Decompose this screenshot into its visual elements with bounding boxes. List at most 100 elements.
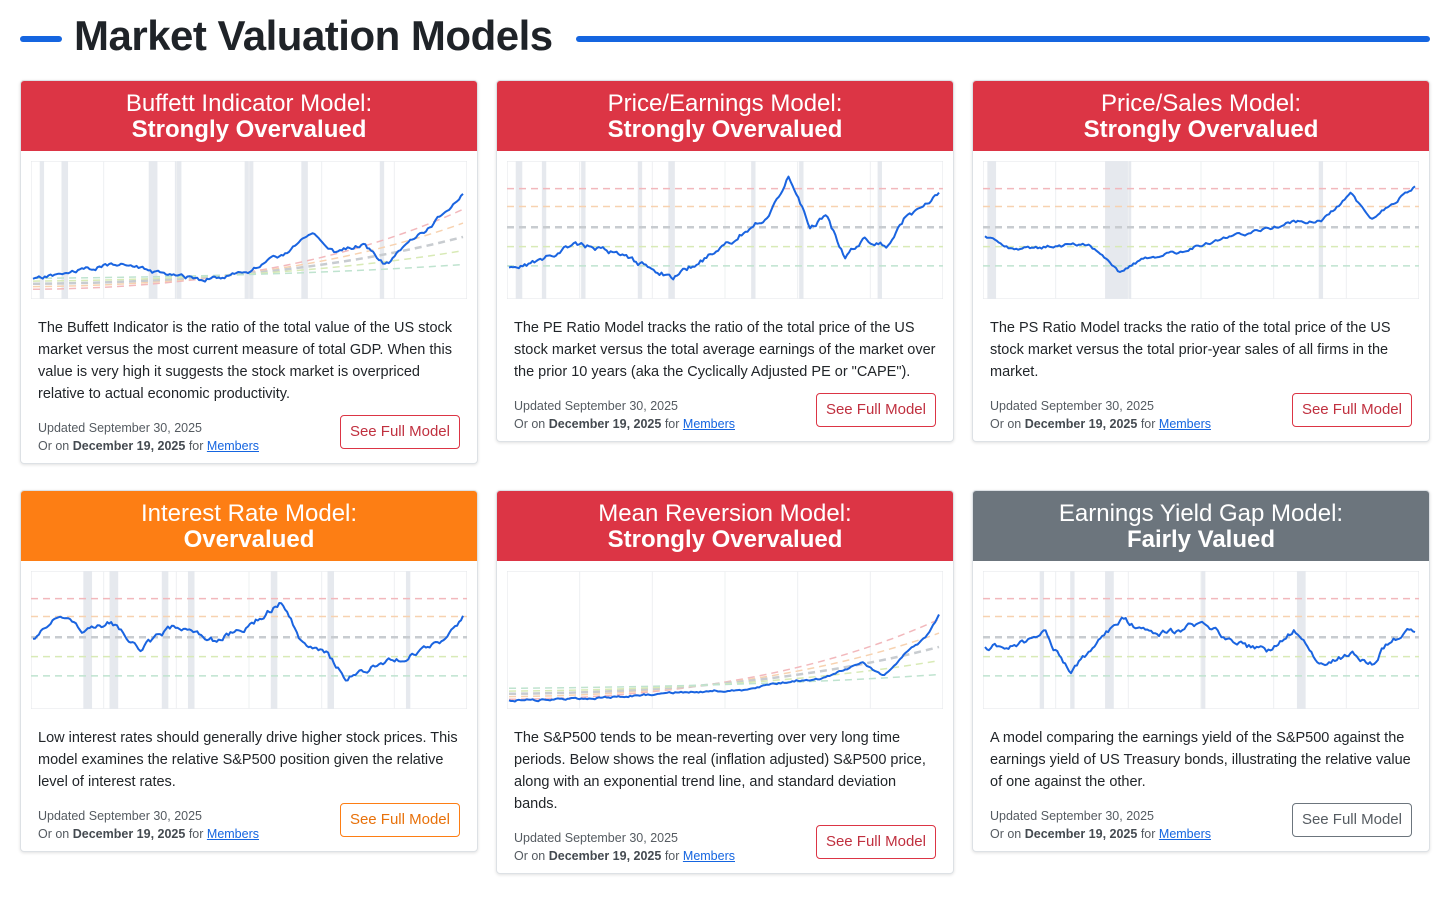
members-link[interactable]: Members	[682, 417, 735, 431]
model-description: A model comparing the earnings yield of …	[990, 730, 1411, 790]
recession-band	[39, 161, 45, 299]
deviation-band-line	[32, 208, 464, 291]
members-link[interactable]: Members	[1158, 827, 1211, 841]
title-divider-left	[20, 36, 62, 42]
model-card-interest-rate: Interest Rate Model: Overvalued Low inte…	[20, 490, 478, 852]
recession-band	[61, 161, 69, 299]
model-card-earnings-yield-gap: Earnings Yield Gap Model: Fairly Valued …	[972, 490, 1430, 852]
card-footer: Updated September 30, 2025 Or on Decembe…	[514, 825, 936, 873]
model-verdict: Overvalued	[183, 526, 315, 553]
see-full-model-button[interactable]: See Full Model	[815, 825, 936, 859]
members-date-line: Or on December 19, 2025 for Members	[990, 417, 1211, 431]
model-verdict: Strongly Overvalued	[131, 116, 367, 143]
see-full-model-button[interactable]: See Full Model	[1291, 393, 1412, 427]
recession-band	[1318, 161, 1324, 299]
members-date-line: Or on December 19, 2025 for Members	[38, 439, 259, 453]
model-verdict: Strongly Overvalued	[607, 526, 843, 553]
recession-band	[1070, 571, 1075, 709]
model-chart	[983, 571, 1419, 709]
recession-band	[877, 161, 882, 299]
model-card-mean-reversion: Mean Reversion Model: Strongly Overvalue…	[496, 490, 954, 874]
deviation-band-line	[32, 235, 464, 286]
updated-date: Updated September 30, 2025	[990, 399, 1155, 413]
valuation-series-line	[984, 616, 1416, 675]
model-description: The S&P500 tends to be mean-reverting ov…	[514, 730, 926, 812]
card-footer: Updated September 30, 2025 Or on Decembe…	[514, 393, 936, 441]
model-description: The PE Ratio Model tracks the ratio of t…	[514, 320, 936, 380]
recession-band	[161, 571, 169, 709]
updated-date: Updated September 30, 2025	[38, 809, 203, 823]
recession-band	[1039, 571, 1045, 709]
recession-band	[174, 161, 182, 299]
recession-band	[987, 161, 997, 299]
recession-band	[515, 161, 523, 299]
see-full-model-button[interactable]: See Full Model	[815, 393, 936, 427]
recession-band	[1201, 571, 1206, 709]
valuation-series-line	[32, 193, 464, 283]
model-chart	[983, 161, 1419, 299]
members-link[interactable]: Members	[206, 439, 259, 453]
see-full-model-button[interactable]: See Full Model	[339, 415, 460, 449]
recession-band	[751, 161, 756, 299]
members-date-line: Or on December 19, 2025 for Members	[514, 849, 735, 863]
page-header: Market Valuation Models	[20, 10, 1430, 66]
recession-band	[109, 571, 119, 709]
model-description: The PS Ratio Model tracks the ratio of t…	[990, 320, 1391, 380]
members-link[interactable]: Members	[1158, 417, 1211, 431]
model-name: Mean Reversion Model:	[598, 500, 852, 527]
card-header: Price/Sales Model: Strongly Overvalued	[973, 81, 1429, 151]
deviation-band-line	[508, 618, 940, 701]
valuation-series-line	[32, 602, 464, 682]
page-title: Market Valuation Models	[74, 12, 553, 59]
recession-band	[327, 571, 335, 709]
model-name: Buffett Indicator Model:	[125, 90, 373, 117]
see-full-model-button[interactable]: See Full Model	[1291, 803, 1412, 837]
recession-band	[1105, 161, 1132, 299]
model-description: The Buffett Indicator is the ratio of th…	[38, 320, 453, 402]
recession-band	[799, 161, 804, 299]
members-link[interactable]: Members	[682, 849, 735, 863]
recession-band	[148, 161, 158, 299]
recession-band	[405, 571, 411, 709]
model-name: Price/Sales Model:	[1100, 90, 1302, 117]
model-description: Low interest rates should generally driv…	[38, 730, 458, 790]
model-name: Interest Rate Model:	[140, 500, 358, 527]
recession-band	[541, 161, 547, 299]
model-chart	[507, 571, 943, 709]
model-name: Price/Earnings Model:	[607, 90, 843, 117]
card-footer: Updated September 30, 2025 Or on Decembe…	[38, 415, 460, 463]
valuation-series-line	[984, 185, 1416, 273]
model-card-price-earnings: Price/Earnings Model: Strongly Overvalue…	[496, 80, 954, 442]
recession-band	[379, 161, 385, 299]
members-date-line: Or on December 19, 2025 for Members	[38, 827, 259, 841]
model-verdict: Strongly Overvalued	[607, 116, 843, 143]
deviation-band-line	[508, 632, 940, 698]
recession-band	[187, 571, 195, 709]
card-header: Buffett Indicator Model: Strongly Overva…	[21, 81, 477, 151]
members-date-line: Or on December 19, 2025 for Members	[990, 827, 1211, 841]
model-card-buffett-indicator: Buffett Indicator Model: Strongly Overva…	[20, 80, 478, 464]
model-chart	[31, 161, 467, 299]
model-verdict: Strongly Overvalued	[1083, 116, 1319, 143]
recession-band	[1105, 571, 1114, 709]
recession-band	[83, 571, 93, 709]
updated-date: Updated September 30, 2025	[514, 831, 679, 845]
members-link[interactable]: Members	[206, 827, 259, 841]
deviation-band-line	[508, 645, 940, 696]
title-divider-right	[576, 36, 1430, 42]
recession-band	[581, 161, 586, 299]
model-verdict: Fairly Valued	[1126, 526, 1276, 553]
card-header: Earnings Yield Gap Model: Fairly Valued	[973, 491, 1429, 561]
recession-band	[270, 571, 278, 709]
model-chart	[507, 161, 943, 299]
model-name: Earnings Yield Gap Model:	[1058, 500, 1344, 527]
card-header: Price/Earnings Model: Strongly Overvalue…	[497, 81, 953, 151]
recession-band	[668, 161, 675, 299]
see-full-model-button[interactable]: See Full Model	[339, 803, 460, 837]
updated-date: Updated September 30, 2025	[38, 421, 203, 435]
members-date-line: Or on December 19, 2025 for Members	[514, 417, 735, 431]
recession-band	[301, 161, 308, 299]
card-header: Interest Rate Model: Overvalued	[21, 491, 477, 561]
updated-date: Updated September 30, 2025	[990, 809, 1155, 823]
card-header: Mean Reversion Model: Strongly Overvalue…	[497, 491, 953, 561]
